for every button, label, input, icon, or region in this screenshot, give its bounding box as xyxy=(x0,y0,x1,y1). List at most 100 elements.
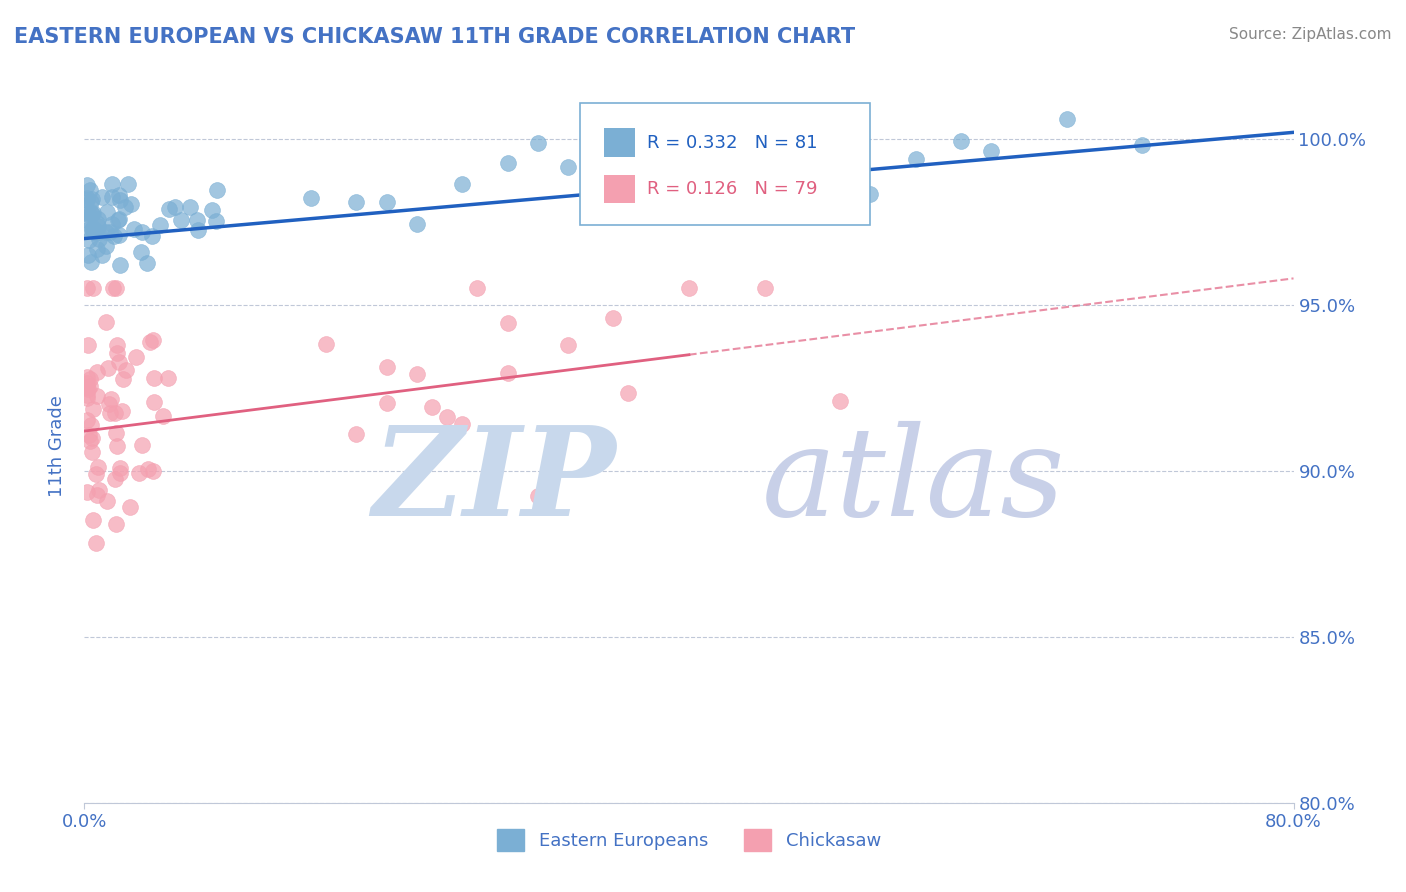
Point xyxy=(84,536,107,550)
Point xyxy=(105,346,128,360)
Point xyxy=(108,460,131,475)
Point xyxy=(420,400,443,414)
Point xyxy=(375,396,398,410)
Point xyxy=(104,472,127,486)
Point xyxy=(709,187,731,202)
Point xyxy=(76,212,98,227)
Point xyxy=(80,222,103,236)
Point xyxy=(77,206,100,220)
Point xyxy=(101,217,124,231)
Point xyxy=(135,256,157,270)
Point xyxy=(170,213,193,227)
Point xyxy=(101,190,124,204)
Point xyxy=(205,214,228,228)
Point xyxy=(80,445,103,459)
Point xyxy=(142,371,165,385)
Point xyxy=(859,187,882,202)
Bar xyxy=(605,175,634,203)
Point xyxy=(108,194,131,208)
Point xyxy=(830,394,852,409)
Point xyxy=(299,190,322,204)
Point xyxy=(82,224,104,238)
Point xyxy=(115,363,138,377)
Point xyxy=(82,221,104,235)
Point xyxy=(104,406,127,420)
Text: R = 0.126   N = 79: R = 0.126 N = 79 xyxy=(647,180,817,198)
Point xyxy=(76,281,98,295)
Point xyxy=(96,204,118,219)
Point xyxy=(98,225,121,239)
Point xyxy=(82,206,104,220)
Point xyxy=(139,335,162,350)
Point xyxy=(79,183,101,197)
Point xyxy=(131,226,153,240)
Point xyxy=(648,153,671,167)
Point xyxy=(1132,138,1154,153)
Point xyxy=(346,194,368,209)
Point xyxy=(142,464,165,478)
Point xyxy=(406,217,429,231)
Point xyxy=(496,366,519,380)
Point xyxy=(108,227,131,242)
Point xyxy=(77,233,100,247)
Point xyxy=(82,401,104,416)
Point xyxy=(165,200,187,214)
Point xyxy=(87,459,110,474)
Point xyxy=(76,207,98,221)
Point xyxy=(467,281,489,295)
Point xyxy=(76,376,98,390)
Point xyxy=(97,397,120,411)
Point xyxy=(108,187,131,202)
Point xyxy=(114,200,136,214)
Point xyxy=(186,213,208,227)
Point xyxy=(1056,112,1078,126)
Point xyxy=(76,338,98,352)
Point xyxy=(496,316,519,330)
Text: EASTERN EUROPEAN VS CHICKASAW 11TH GRADE CORRELATION CHART: EASTERN EUROPEAN VS CHICKASAW 11TH GRADE… xyxy=(14,27,855,46)
Point xyxy=(77,428,100,442)
Point xyxy=(112,372,135,386)
Point xyxy=(87,225,110,239)
Text: atlas: atlas xyxy=(762,421,1064,542)
Point xyxy=(86,242,108,256)
Point xyxy=(436,409,458,424)
Point xyxy=(94,315,117,329)
Point xyxy=(86,389,108,403)
Point xyxy=(86,488,108,502)
Point xyxy=(557,338,579,352)
Point xyxy=(76,178,98,193)
Point xyxy=(375,359,398,374)
Point xyxy=(128,466,150,480)
Point xyxy=(96,493,118,508)
Point xyxy=(104,281,127,295)
Point xyxy=(76,413,98,427)
Point xyxy=(602,170,624,185)
Point xyxy=(527,489,550,503)
Point xyxy=(86,216,108,230)
Point xyxy=(80,192,103,206)
FancyBboxPatch shape xyxy=(581,103,870,225)
Point xyxy=(98,407,121,421)
Point xyxy=(159,202,181,217)
Point xyxy=(799,127,821,141)
Point xyxy=(105,337,128,351)
Point xyxy=(80,195,103,210)
Text: Source: ZipAtlas.com: Source: ZipAtlas.com xyxy=(1229,27,1392,42)
Point xyxy=(950,134,973,148)
Point xyxy=(105,425,128,440)
Point xyxy=(117,178,139,192)
Point xyxy=(97,360,120,375)
Point xyxy=(76,391,98,405)
Point xyxy=(346,426,368,441)
Point xyxy=(90,190,112,204)
Point xyxy=(156,371,179,385)
Bar xyxy=(605,128,634,157)
Point xyxy=(617,386,640,401)
Point xyxy=(187,223,209,237)
Point xyxy=(557,161,579,175)
Point xyxy=(76,194,98,208)
Point xyxy=(107,213,129,227)
Point xyxy=(141,229,163,244)
Point xyxy=(79,379,101,393)
Point xyxy=(79,418,101,433)
